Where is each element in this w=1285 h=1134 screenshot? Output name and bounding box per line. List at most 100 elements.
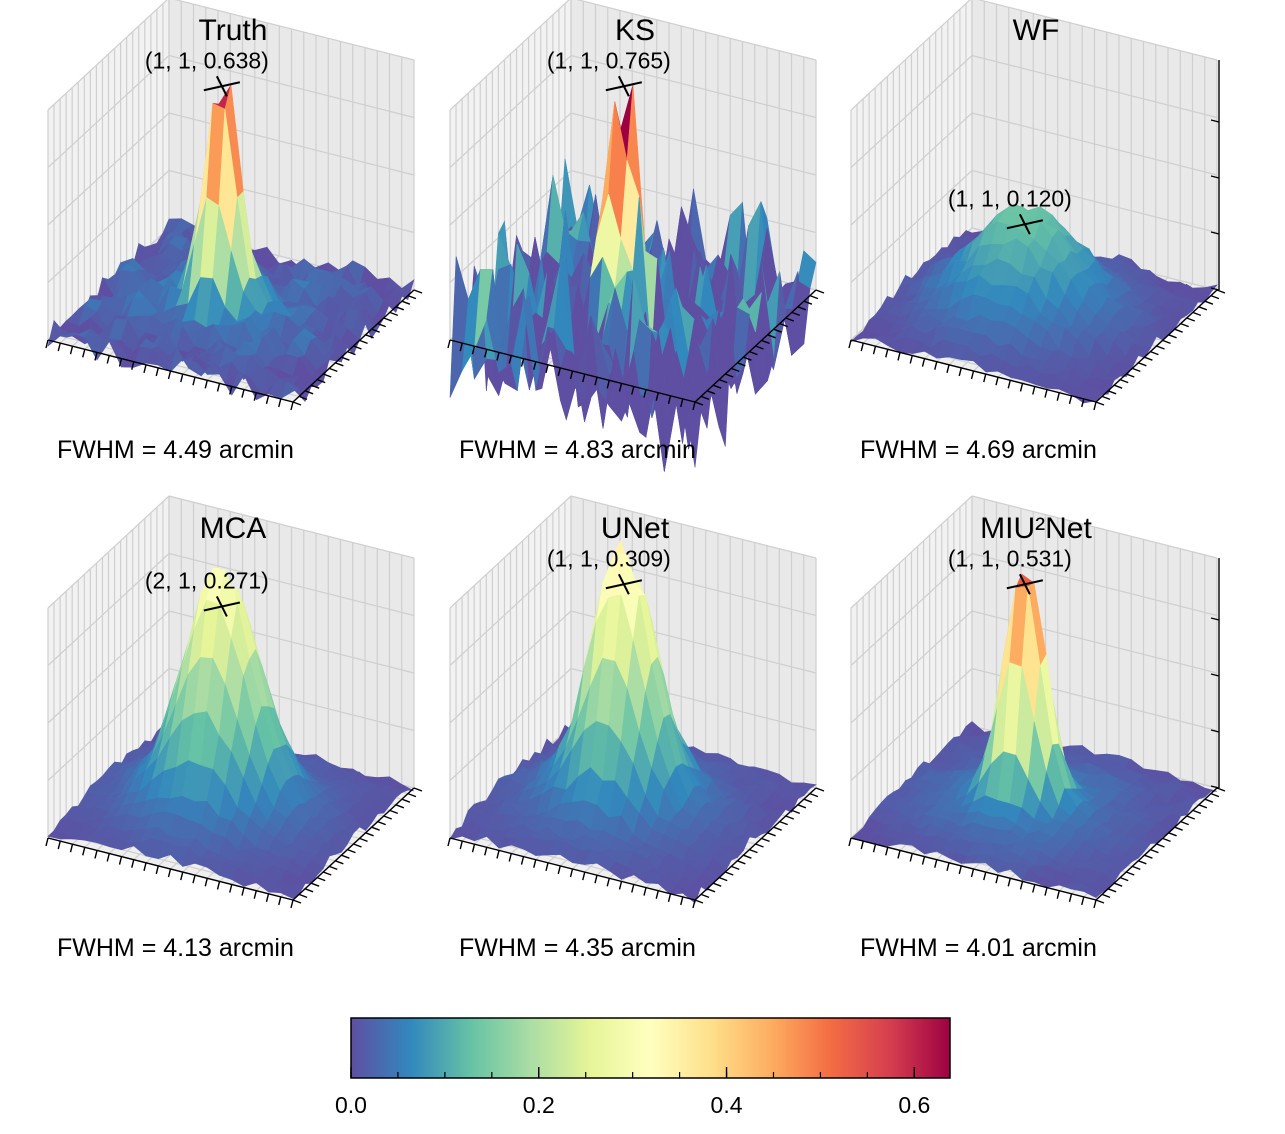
y-tick [371, 328, 380, 333]
peak-marker [215, 596, 228, 617]
surface [47, 567, 415, 899]
y-tick [731, 367, 740, 373]
y-tick [761, 837, 770, 843]
y-tick [323, 373, 332, 378]
y-tick [395, 306, 405, 311]
y-tick [797, 804, 807, 809]
y-tick [341, 854, 350, 859]
y-tick [413, 289, 423, 294]
y-tick [809, 792, 819, 798]
y-tick [341, 356, 350, 361]
x-tick [82, 847, 86, 856]
x-tick [1093, 899, 1097, 909]
axes [848, 60, 1226, 411]
x-tick [946, 862, 950, 871]
x-tick [241, 887, 245, 896]
panel-title: Truth [199, 14, 268, 47]
x-tick [958, 367, 962, 377]
grid-line [449, 668, 572, 781]
y-tick [743, 356, 752, 361]
x-tick [643, 389, 647, 398]
grid-line [971, 169, 1218, 234]
x-tick [533, 361, 537, 370]
y-tick [1144, 854, 1153, 859]
x-tick [872, 346, 877, 355]
x-tick [265, 395, 270, 404]
y-tick [1204, 798, 1214, 803]
z-tick [1210, 231, 1220, 235]
grid-line [47, 495, 170, 609]
y-tick [401, 300, 411, 305]
x-tick [57, 342, 61, 352]
y-tick [1101, 395, 1111, 401]
fwhm-label: FWHM = 4.69 arcmin [860, 436, 1097, 464]
y-tick [365, 334, 374, 339]
x-tick [557, 367, 561, 377]
x-tick [897, 850, 901, 859]
grid-line [850, 668, 973, 781]
y-tick [1113, 384, 1123, 389]
x-tick [484, 847, 488, 856]
y-tick [779, 820, 788, 826]
peak-marker [617, 573, 630, 595]
y-tick [694, 401, 704, 406]
y-tick [1138, 362, 1147, 367]
x-tick [606, 878, 610, 887]
x-tick [180, 871, 184, 881]
y-tick [292, 899, 302, 904]
y-tick [743, 854, 752, 859]
grid-line [971, 552, 1218, 617]
y-tick [1119, 876, 1129, 882]
x-tick [290, 401, 294, 411]
grid-line [168, 495, 415, 559]
x-tick [496, 352, 500, 361]
y-tick [383, 317, 392, 322]
grid-line [850, 112, 973, 226]
x-tick [995, 377, 999, 386]
panel-2: (1, 1, 0.120) WF FWHM = 4.69 arcmin [848, 0, 1226, 464]
grid-line [449, 55, 572, 168]
grid-line [47, 553, 170, 666]
panel-title: KS [615, 14, 655, 47]
x-tick [860, 342, 864, 352]
x-tick [885, 349, 889, 358]
x-tick [447, 339, 451, 349]
x-tick [885, 847, 889, 856]
x-tick [94, 850, 98, 859]
x-tick [69, 844, 74, 853]
x-tick [204, 878, 208, 887]
y-tick [755, 843, 764, 848]
x-tick [1019, 881, 1024, 890]
x-tick [520, 358, 525, 367]
y-tick [1126, 871, 1135, 876]
x-tick [1081, 398, 1085, 408]
fwhm-label: FWHM = 4.01 arcmin [860, 934, 1097, 962]
y-tick [803, 798, 813, 803]
y-tick [803, 300, 813, 305]
x-tick [82, 349, 86, 358]
x-tick [278, 896, 282, 906]
y-tick [335, 860, 344, 865]
y-tick [1107, 888, 1117, 893]
y-tick [292, 401, 302, 406]
colorbar-bar [350, 1017, 951, 1079]
x-tick [958, 865, 962, 875]
fwhm-label: FWHM = 4.49 arcmin [57, 436, 294, 464]
y-tick [1156, 345, 1165, 350]
y-tick [389, 311, 399, 317]
y-tick [767, 832, 776, 837]
x-tick [569, 370, 574, 380]
y-tick [335, 362, 344, 367]
surface [850, 203, 1218, 404]
y-tick [785, 815, 794, 820]
y-tick [1132, 367, 1141, 373]
y-tick [1198, 306, 1208, 311]
grid-line [570, 495, 817, 559]
y-tick [1113, 882, 1123, 887]
x-tick [167, 868, 172, 878]
grid-line [47, 55, 170, 168]
y-tick [1150, 848, 1159, 854]
grid-line [449, 553, 572, 666]
